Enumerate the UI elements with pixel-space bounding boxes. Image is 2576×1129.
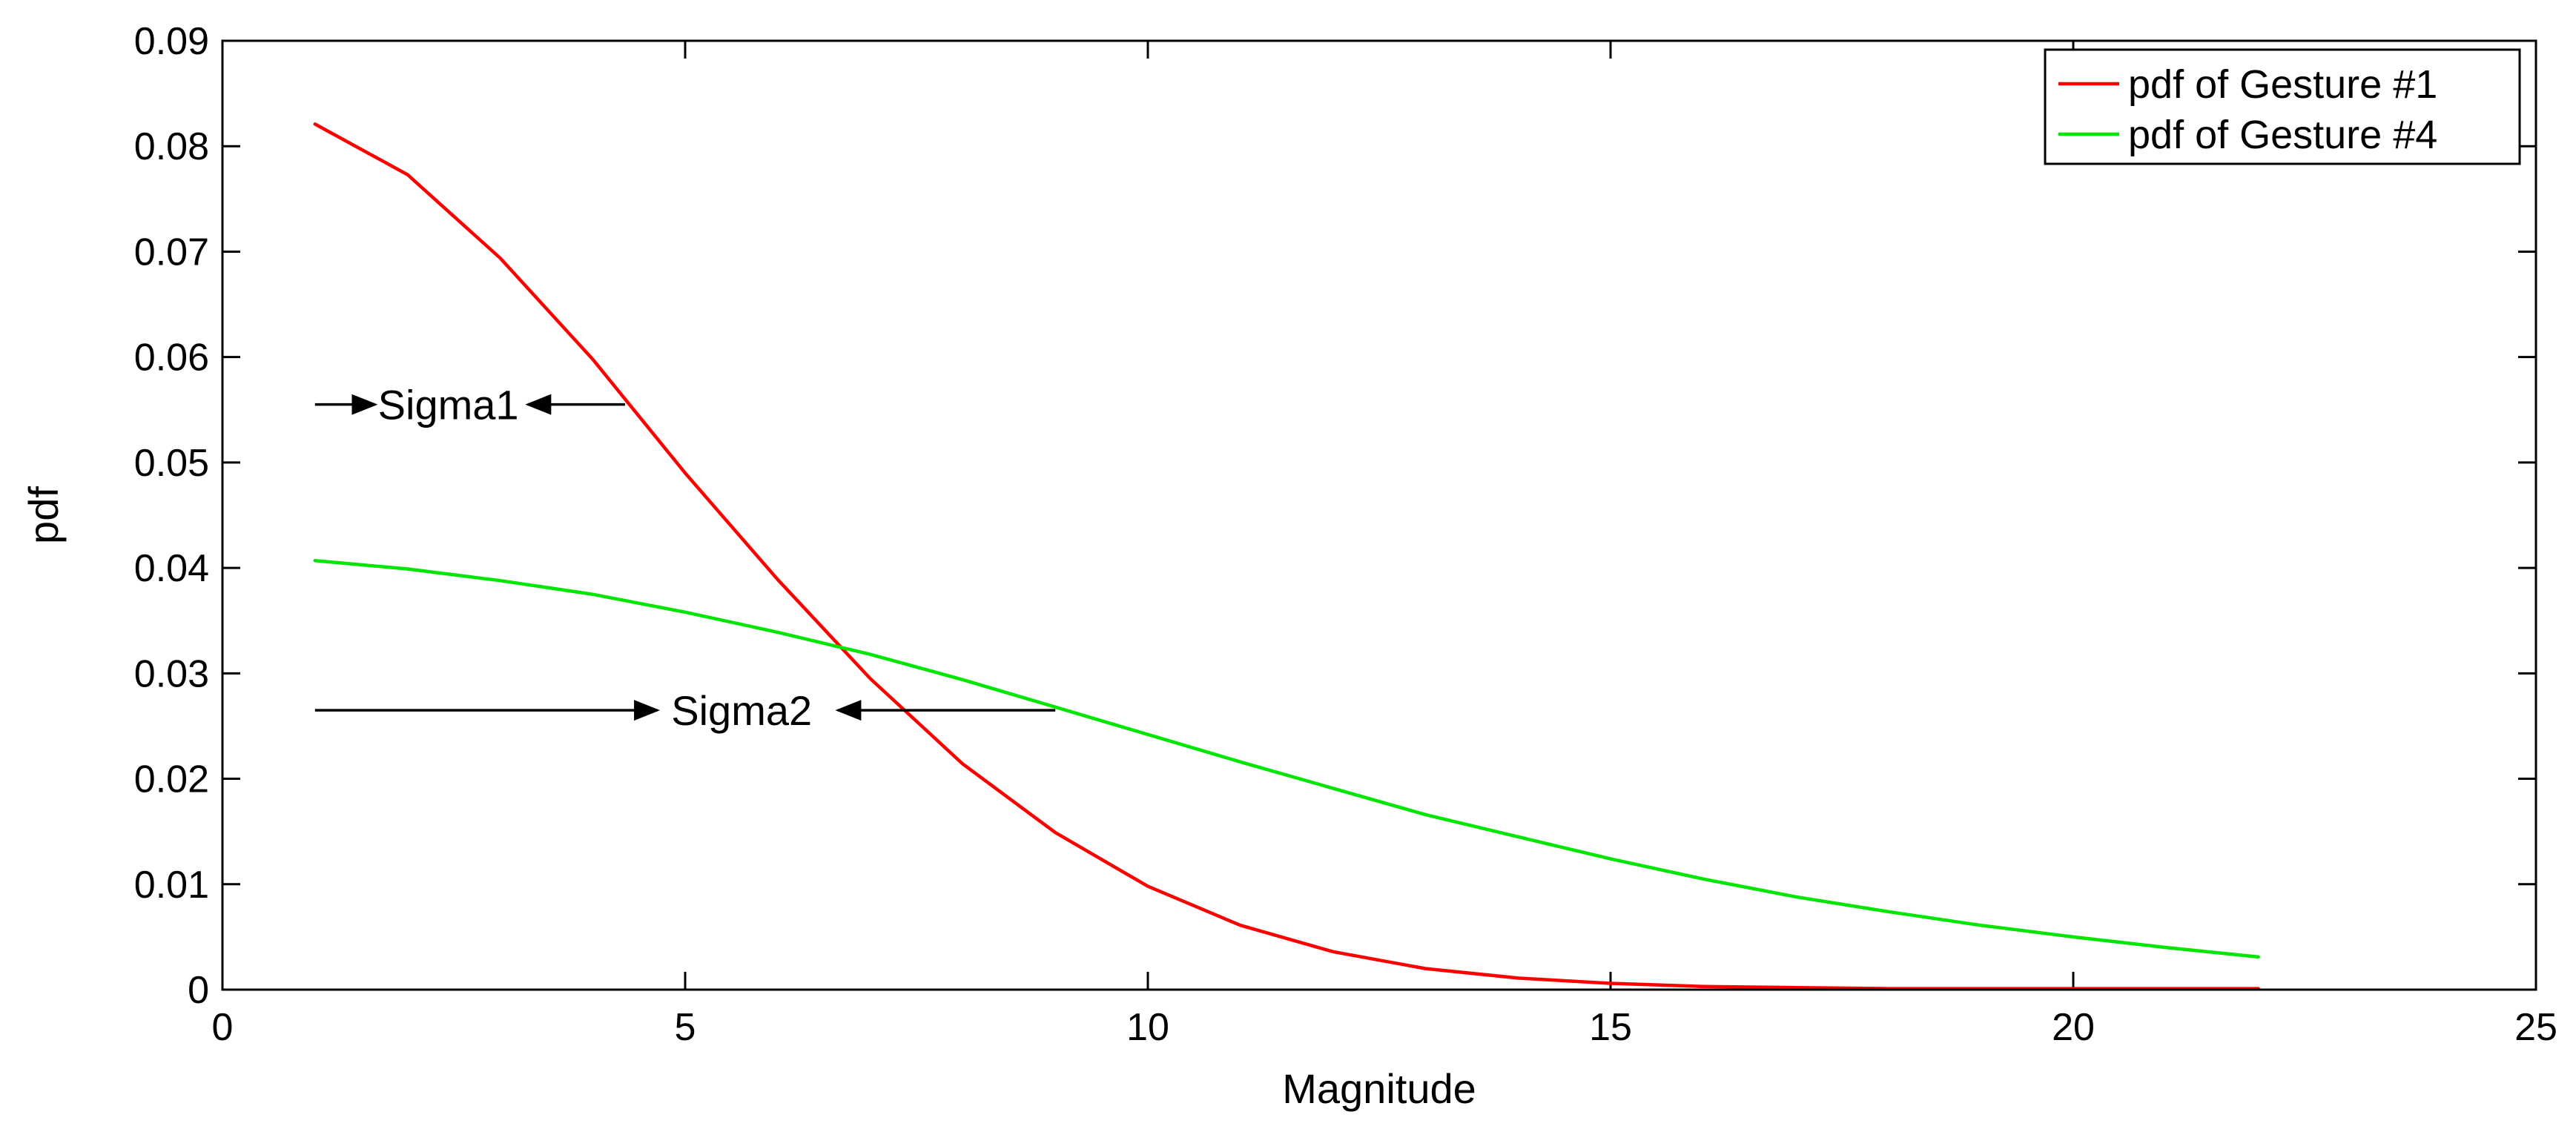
x-tick-group: 0 5 10 15 20 25	[212, 41, 2557, 1049]
x-tick-label: 0	[212, 1006, 234, 1049]
annotation-label-sigma2: Sigma2	[671, 687, 812, 734]
plot-frame	[221, 39, 2537, 991]
y-tick-label: 0.07	[134, 231, 209, 274]
x-axis-label: Magnitude	[1282, 1065, 1476, 1112]
y-tick-group: 0 0.01 0.02 0.03 0.04 0.05 0.06 0.07 0.08 0.09	[134, 20, 2536, 1012]
legend-entry-label: pdf of Gesture #1	[2128, 62, 2437, 107]
annotation-group: Sigma1 Sigma2	[314, 382, 1056, 734]
y-axis-label: pdf	[20, 486, 67, 544]
legend-box	[2044, 48, 2521, 165]
y-tick-label: 0.09	[134, 20, 209, 63]
x-tick-label: 15	[1589, 1006, 1632, 1049]
x-tick-label: 25	[2514, 1006, 2557, 1049]
y-tick-label: 0.04	[134, 547, 209, 590]
legend-entry-label: pdf of Gesture #4	[2128, 113, 2437, 157]
y-tick-label: 0.03	[134, 652, 209, 695]
plot-area	[222, 41, 2536, 990]
y-tick-label: 0.06	[134, 337, 209, 380]
y-tick-label: 0.01	[134, 864, 209, 907]
y-tick-label: 0.05	[134, 442, 209, 485]
x-tick-label: 5	[675, 1006, 696, 1049]
y-tick-label: 0	[188, 969, 209, 1012]
annotation-label-sigma1: Sigma1	[378, 382, 519, 428]
legend: pdf of Gesture #1 pdf of Gesture #4	[2044, 48, 2521, 165]
series-line-2	[313, 558, 2260, 959]
y-tick-label: 0.08	[134, 125, 209, 168]
x-tick-label: 20	[2052, 1006, 2095, 1049]
y-tick-label: 0.02	[134, 758, 209, 801]
x-tick-label: 10	[1126, 1006, 1169, 1049]
